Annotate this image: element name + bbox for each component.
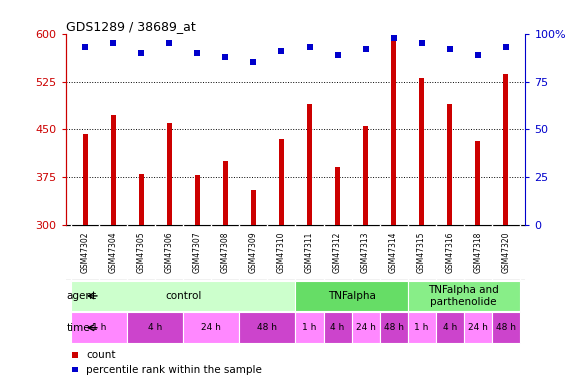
Text: 1 h: 1 h [92, 323, 106, 332]
Bar [492, 312, 520, 343]
Bar [139, 174, 144, 225]
Bar [111, 115, 116, 225]
Text: GSM47312: GSM47312 [333, 232, 342, 273]
Text: agent: agent [66, 291, 96, 301]
Bar [183, 312, 239, 343]
Bar [335, 168, 340, 225]
Text: count: count [86, 350, 116, 360]
Text: GSM47308: GSM47308 [221, 232, 230, 273]
Text: time: time [66, 323, 90, 333]
Bar [251, 190, 256, 225]
Bar [363, 126, 368, 225]
Bar [419, 78, 424, 225]
Bar [391, 36, 396, 225]
Text: GSM47314: GSM47314 [389, 232, 398, 273]
Text: GSM47315: GSM47315 [417, 232, 426, 273]
Bar [223, 161, 228, 225]
Bar [503, 74, 508, 225]
Bar [239, 312, 296, 343]
Bar [352, 312, 380, 343]
Text: GSM47313: GSM47313 [361, 232, 370, 273]
Bar [195, 175, 200, 225]
Text: GSM47320: GSM47320 [501, 232, 510, 273]
Text: 4 h: 4 h [443, 323, 457, 332]
Text: GSM47302: GSM47302 [81, 232, 90, 273]
Text: 4 h: 4 h [331, 323, 345, 332]
Bar [307, 104, 312, 225]
Text: GSM47309: GSM47309 [249, 232, 258, 273]
Bar [167, 123, 172, 225]
Bar [464, 312, 492, 343]
Bar [408, 280, 520, 311]
Text: 1 h: 1 h [415, 323, 429, 332]
Text: GSM47318: GSM47318 [473, 232, 482, 273]
Bar [296, 280, 408, 311]
Text: TNFalpha: TNFalpha [328, 291, 376, 301]
Text: 24 h: 24 h [202, 323, 222, 332]
Text: GSM47304: GSM47304 [109, 232, 118, 273]
Text: GSM47310: GSM47310 [277, 232, 286, 273]
Text: GSM47305: GSM47305 [137, 232, 146, 273]
Bar [127, 312, 183, 343]
Text: 48 h: 48 h [496, 323, 516, 332]
Bar [475, 141, 480, 225]
Text: GSM47311: GSM47311 [305, 232, 314, 273]
Text: percentile rank within the sample: percentile rank within the sample [86, 365, 262, 375]
Bar [324, 312, 352, 343]
Bar [296, 312, 324, 343]
Bar [71, 280, 296, 311]
Bar [83, 134, 88, 225]
Bar [279, 139, 284, 225]
Bar [436, 312, 464, 343]
Text: 24 h: 24 h [356, 323, 376, 332]
Bar [380, 312, 408, 343]
Text: GSM47306: GSM47306 [165, 232, 174, 273]
Text: 48 h: 48 h [258, 323, 278, 332]
Text: 1 h: 1 h [302, 323, 317, 332]
Text: 4 h: 4 h [148, 323, 163, 332]
Bar [447, 104, 452, 225]
Text: GSM47307: GSM47307 [193, 232, 202, 273]
Text: GDS1289 / 38689_at: GDS1289 / 38689_at [66, 20, 195, 33]
Text: 24 h: 24 h [468, 323, 488, 332]
Bar [71, 312, 127, 343]
Text: 48 h: 48 h [384, 323, 404, 332]
Text: TNFalpha and
parthenolide: TNFalpha and parthenolide [428, 285, 499, 307]
Text: GSM47316: GSM47316 [445, 232, 454, 273]
Text: control: control [165, 291, 202, 301]
Bar [408, 312, 436, 343]
